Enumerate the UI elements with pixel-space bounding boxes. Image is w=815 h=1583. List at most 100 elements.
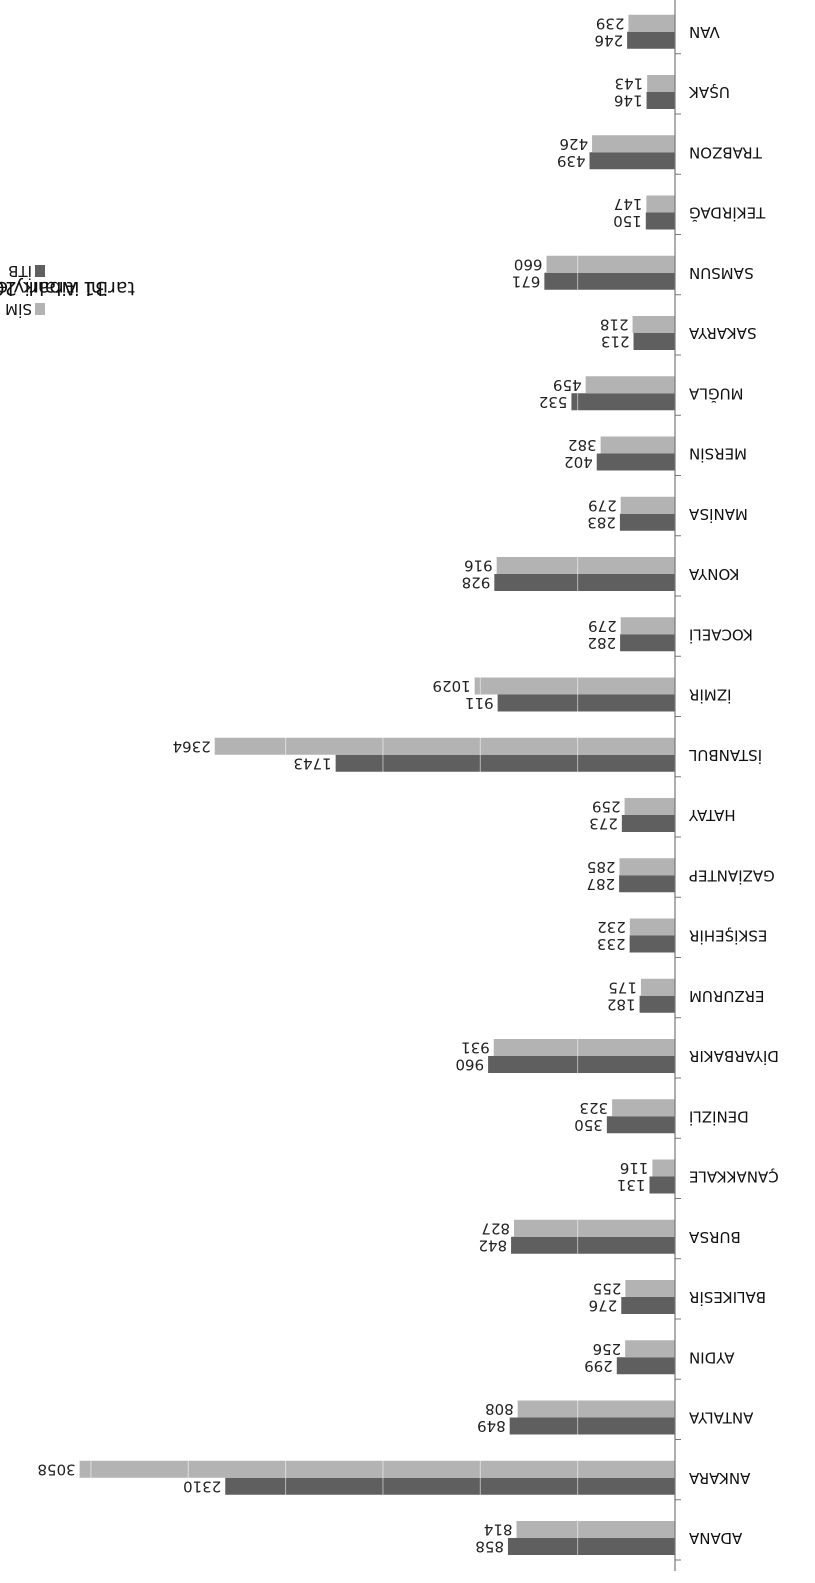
data-label-sim-3: 256 [593, 1340, 622, 1358]
data-label-itb-8: 960 [455, 1056, 484, 1074]
data-label-sim-23: 426 [559, 135, 588, 153]
data-label-itb-9: 182 [607, 995, 636, 1013]
bar-sim-0 [516, 1521, 675, 1538]
data-label-itb-3: 299 [584, 1357, 613, 1375]
annotation-line-2: tarihi itibariyle [0, 277, 135, 299]
data-label-sim-15: 279 [588, 617, 617, 635]
bar-sim-1 [79, 1460, 675, 1478]
bar-itb-3 [616, 1357, 675, 1375]
data-label-sim-16: 916 [464, 557, 493, 575]
bar-sim-8 [493, 1039, 675, 1056]
category-label-23: TRABZON [689, 143, 763, 161]
category-label-13: İSTANBUL [688, 746, 762, 765]
category-label-22: TEKİRDAĞ [689, 204, 766, 223]
bar-sim-10 [629, 918, 675, 936]
bar-sim-16 [496, 557, 675, 574]
bar-sim-17 [620, 496, 675, 514]
bar-itb-13 [335, 754, 675, 772]
category-label-9: ERZURUM [689, 987, 765, 1005]
bar-sim-14 [474, 677, 675, 695]
data-label-itb-15: 282 [587, 634, 616, 652]
data-label-sim-17: 279 [588, 496, 617, 514]
data-label-itb-19: 532 [539, 393, 568, 411]
annotation-line-1: 31 Aralık 2013 [0, 277, 107, 299]
data-label-sim-10: 232 [597, 918, 626, 936]
data-label-sim-22: 147 [614, 195, 643, 213]
bar-sim-9 [640, 978, 675, 996]
data-label-itb-18: 402 [564, 453, 593, 471]
bar-itb-9 [639, 995, 675, 1013]
category-label-16: KONYA [688, 565, 739, 583]
bar-itb-8 [488, 1056, 675, 1073]
data-label-sim-11: 285 [587, 858, 616, 876]
data-label-sim-6: 116 [620, 1159, 649, 1177]
bar-sim-6 [652, 1159, 675, 1177]
bar-sim-13 [214, 737, 675, 755]
bar-sim-3 [625, 1340, 675, 1358]
legend-swatch-itb [35, 265, 45, 277]
data-label-itb-11: 287 [586, 875, 615, 893]
data-label-itb-1: 2310 [183, 1477, 221, 1495]
bar-itb-19 [571, 393, 675, 411]
bar-itb-1 [225, 1477, 675, 1495]
bar-sim-25 [628, 14, 675, 32]
bar-sim-23 [592, 135, 675, 153]
bar-itb-6 [649, 1176, 675, 1194]
bar-sim-2 [517, 1400, 675, 1418]
bar-itb-21 [544, 272, 675, 290]
category-label-0: ADANA [688, 1529, 742, 1547]
category-label-15: KOCAELİ [689, 625, 753, 644]
bar-itb-25 [627, 31, 675, 49]
data-label-itb-24: 146 [614, 92, 643, 110]
data-label-sim-24: 143 [615, 75, 644, 93]
bar-itb-24 [646, 92, 675, 109]
category-label-2: ANTALYA [688, 1409, 753, 1427]
bar-itb-10 [629, 935, 675, 953]
data-label-sim-18: 382 [568, 436, 597, 454]
category-label-21: SAMSUN [689, 264, 754, 282]
bar-itb-5 [511, 1236, 675, 1254]
legend-label-itb: İTB [8, 262, 32, 281]
data-label-sim-13: 2364 [173, 737, 211, 755]
data-label-itb-16: 928 [462, 574, 491, 592]
data-label-sim-9: 175 [608, 978, 637, 996]
bar-sim-19 [585, 376, 675, 394]
bar-sim-4 [625, 1280, 675, 1297]
category-label-6: ÇANAKKALE [689, 1168, 779, 1186]
data-label-sim-8: 931 [461, 1039, 490, 1057]
bar-itb-22 [645, 212, 675, 230]
category-label-3: AYDIN [689, 1348, 734, 1366]
bar-itb-23 [589, 152, 675, 170]
data-label-itb-23: 439 [557, 152, 586, 170]
data-label-itb-21: 671 [512, 272, 541, 290]
data-label-sim-14: 1029 [432, 677, 470, 695]
bar-itb-12 [621, 815, 675, 832]
data-label-itb-6: 131 [617, 1176, 646, 1194]
bar-itb-0 [507, 1538, 675, 1555]
category-label-17: MANİSA [688, 505, 748, 524]
bar-itb-4 [621, 1297, 675, 1314]
data-label-itb-7: 350 [574, 1116, 603, 1134]
bar-sim-18 [600, 436, 675, 454]
data-label-sim-12: 259 [592, 798, 621, 816]
bar-sim-24 [647, 75, 675, 92]
bar-sim-5 [513, 1219, 675, 1237]
bar-sim-12 [624, 798, 675, 815]
axis-layer [674, 0, 681, 1571]
bar-itb-11 [619, 875, 675, 893]
data-label-itb-13: 1743 [293, 754, 331, 772]
bar-itb-7 [606, 1116, 675, 1134]
bar-itb-15 [620, 634, 675, 652]
data-label-itb-25: 246 [594, 31, 623, 49]
data-label-sim-7: 323 [579, 1099, 608, 1117]
bar-sim-15 [620, 617, 675, 635]
category-label-12: HATAY [688, 806, 735, 824]
data-label-itb-17: 283 [587, 513, 616, 531]
category-label-10: ESKİŞEHİR [689, 927, 767, 946]
data-label-itb-2: 849 [477, 1417, 506, 1435]
category-label-5: BURSA [688, 1228, 740, 1246]
bar-sim-7 [612, 1099, 675, 1117]
data-label-sim-19: 459 [553, 376, 582, 394]
